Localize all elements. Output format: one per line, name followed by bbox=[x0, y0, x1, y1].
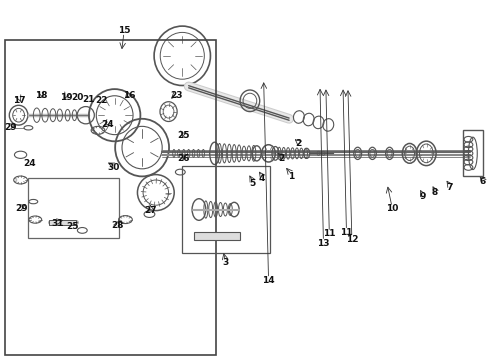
Text: 25: 25 bbox=[177, 130, 190, 139]
Text: 3: 3 bbox=[222, 258, 228, 267]
Text: 16: 16 bbox=[122, 91, 135, 100]
Text: 19: 19 bbox=[60, 93, 73, 102]
Text: 6: 6 bbox=[480, 177, 486, 186]
Text: 29: 29 bbox=[15, 204, 28, 213]
Text: 9: 9 bbox=[419, 192, 426, 201]
Text: 24: 24 bbox=[23, 159, 36, 168]
Text: 13: 13 bbox=[317, 238, 330, 248]
Text: 17: 17 bbox=[13, 96, 26, 105]
Text: 2: 2 bbox=[279, 154, 285, 163]
Text: 14: 14 bbox=[262, 276, 275, 285]
Text: 31: 31 bbox=[51, 219, 64, 228]
Text: 8: 8 bbox=[432, 188, 438, 197]
Text: 2: 2 bbox=[295, 139, 301, 148]
Text: 30: 30 bbox=[107, 163, 120, 172]
Text: 4: 4 bbox=[259, 174, 266, 183]
Bar bbox=[463, 130, 483, 176]
Text: 10: 10 bbox=[386, 204, 398, 213]
Text: 12: 12 bbox=[345, 235, 358, 244]
Text: 27: 27 bbox=[145, 206, 157, 215]
Text: 11: 11 bbox=[340, 228, 353, 237]
Text: 22: 22 bbox=[96, 96, 108, 105]
Text: 11: 11 bbox=[323, 230, 336, 239]
Text: 1: 1 bbox=[289, 172, 294, 181]
Text: 26: 26 bbox=[177, 154, 190, 163]
Text: 5: 5 bbox=[250, 179, 256, 188]
Text: 29: 29 bbox=[4, 123, 17, 132]
Bar bbox=[194, 232, 240, 240]
Text: 20: 20 bbox=[71, 94, 84, 102]
Text: 21: 21 bbox=[82, 95, 95, 104]
Text: 24: 24 bbox=[101, 120, 114, 129]
Bar bbox=[5, 40, 216, 355]
Bar bbox=[182, 166, 270, 253]
Text: 23: 23 bbox=[170, 91, 183, 100]
Bar bbox=[28, 178, 119, 238]
Text: 7: 7 bbox=[446, 183, 453, 192]
Text: 28: 28 bbox=[111, 220, 124, 230]
Text: 15: 15 bbox=[118, 26, 130, 35]
Bar bbox=[49, 220, 76, 225]
Text: 18: 18 bbox=[35, 91, 48, 100]
Text: 25: 25 bbox=[66, 222, 79, 231]
